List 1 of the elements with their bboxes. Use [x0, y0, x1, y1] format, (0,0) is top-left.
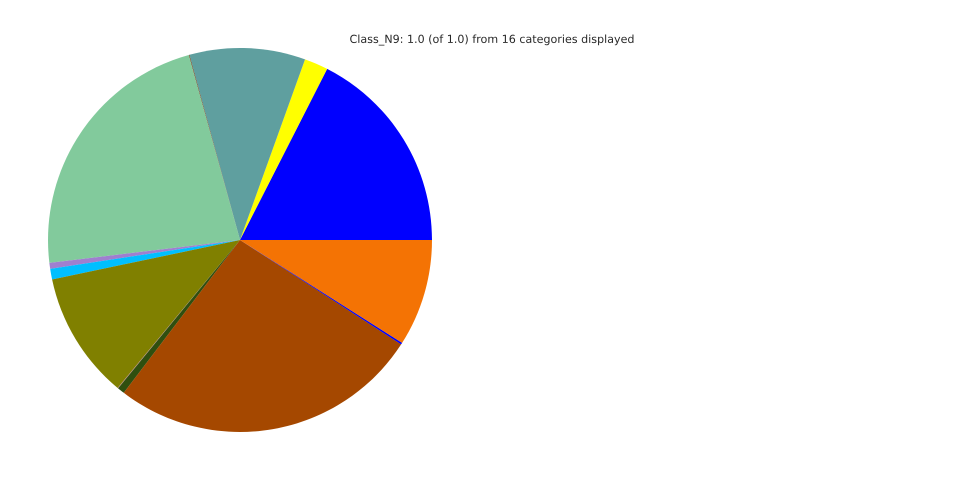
text: Class_N9: 1.0 (of 1.0) from 16 categories displayed [350, 34, 634, 46]
